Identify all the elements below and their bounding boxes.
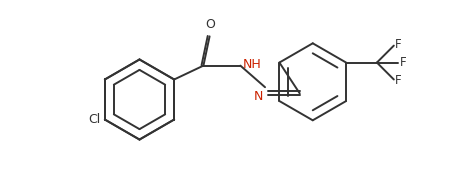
- Text: F: F: [399, 56, 406, 69]
- Text: N: N: [253, 90, 262, 103]
- Text: Cl: Cl: [89, 113, 101, 126]
- Text: F: F: [395, 74, 401, 87]
- Text: NH: NH: [242, 58, 261, 71]
- Text: O: O: [205, 18, 215, 31]
- Text: F: F: [395, 38, 401, 51]
